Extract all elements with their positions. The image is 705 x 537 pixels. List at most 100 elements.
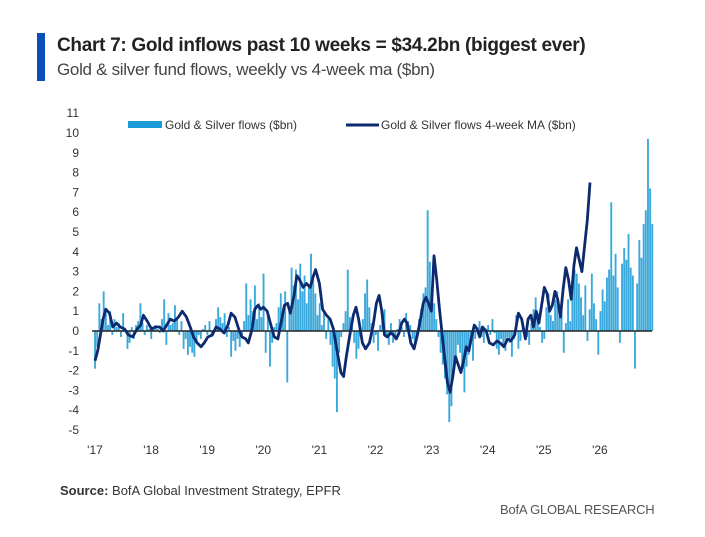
flow-bar xyxy=(143,331,146,335)
flow-bar xyxy=(122,313,125,331)
flow-bar xyxy=(599,311,602,331)
y-tick-label: -1 xyxy=(68,344,79,358)
flow-bar xyxy=(394,331,397,337)
bar-series xyxy=(94,138,654,423)
flow-bar xyxy=(158,331,161,333)
flow-bar xyxy=(636,283,639,331)
chart-subtitle: Gold & silver fund flows, weekly vs 4-we… xyxy=(57,60,435,79)
flow-bar xyxy=(472,331,474,361)
flow-bar xyxy=(623,247,626,331)
flow-bar xyxy=(310,253,312,331)
y-tick-label: 10 xyxy=(66,126,80,140)
flow-bar xyxy=(616,287,619,331)
flow-bar xyxy=(275,323,278,331)
flow-bar xyxy=(307,287,310,331)
flow-bar xyxy=(271,331,274,343)
flow-bar xyxy=(165,331,168,345)
x-tick-label: '21 xyxy=(312,443,328,457)
flow-bar xyxy=(539,327,541,331)
flow-bar xyxy=(288,307,291,331)
flow-bar xyxy=(571,279,574,331)
flow-bar xyxy=(191,331,194,353)
flow-bar xyxy=(182,331,185,349)
flow-bar xyxy=(176,317,179,331)
y-tick-label: -2 xyxy=(68,364,79,378)
flow-bar xyxy=(184,331,187,339)
flow-bar xyxy=(593,303,595,331)
flow-bar xyxy=(372,331,375,343)
flow-bar xyxy=(286,331,289,383)
flow-bar xyxy=(383,309,386,331)
flow-bar xyxy=(517,331,520,349)
flow-bar xyxy=(621,263,623,331)
flow-bar xyxy=(269,331,271,367)
flow-bar xyxy=(439,331,442,353)
flow-bar xyxy=(171,323,174,331)
flow-bar xyxy=(586,331,589,341)
brand-label: BofA GLOBAL RESEARCH xyxy=(500,502,655,517)
flow-bar xyxy=(387,331,390,345)
y-tick-label: 2 xyxy=(72,284,79,298)
flow-bar xyxy=(558,317,561,331)
flow-bar xyxy=(396,329,399,331)
flow-bar xyxy=(336,331,338,413)
flow-bar xyxy=(297,299,300,331)
flow-bar xyxy=(625,259,628,331)
flow-bar xyxy=(519,331,522,341)
flow-bar xyxy=(402,331,405,337)
flow-bar xyxy=(482,331,485,343)
flow-bar xyxy=(409,325,412,331)
flow-bar xyxy=(456,331,459,345)
flow-bar xyxy=(329,331,332,345)
flow-bar xyxy=(340,331,343,337)
ma-line-series xyxy=(93,182,592,394)
y-tick-label: 4 xyxy=(72,245,79,259)
flow-bar xyxy=(130,327,133,331)
flow-bar xyxy=(282,313,284,331)
flow-bar xyxy=(502,331,505,345)
flow-bar xyxy=(545,307,548,331)
flow-bar xyxy=(582,315,585,331)
flow-bar xyxy=(180,321,183,331)
flow-bar xyxy=(96,331,99,347)
flow-bar xyxy=(238,331,241,347)
flow-bar xyxy=(629,267,632,331)
flow-bar xyxy=(627,233,630,331)
x-tick-label: '20 xyxy=(255,443,271,457)
x-tick-label: '17 xyxy=(87,443,103,457)
flow-bar xyxy=(284,291,287,331)
flow-bar xyxy=(573,269,576,331)
flow-bar xyxy=(156,329,159,331)
x-tick-label: '19 xyxy=(199,443,215,457)
flow-bar xyxy=(647,138,649,331)
x-tick-label: '23 xyxy=(424,443,440,457)
flow-bar xyxy=(150,331,153,339)
flow-bar xyxy=(612,275,615,331)
flow-bar xyxy=(236,331,239,339)
flow-bar xyxy=(493,331,496,333)
flow-bar xyxy=(204,325,207,331)
flow-bar xyxy=(232,331,235,341)
flow-bar xyxy=(426,210,429,331)
flow-bar xyxy=(385,331,388,335)
y-tick-label: 7 xyxy=(72,185,79,199)
flow-bar xyxy=(318,303,321,331)
flow-bar xyxy=(506,331,509,337)
flow-bar xyxy=(355,331,358,359)
flow-bar xyxy=(195,331,198,343)
flow-bar xyxy=(208,321,211,331)
flow-bar xyxy=(608,269,611,331)
flow-bar xyxy=(631,275,634,331)
flow-bar xyxy=(638,239,641,331)
flow-bar xyxy=(424,287,427,331)
flow-bar xyxy=(461,331,464,369)
flow-bar xyxy=(215,319,217,331)
title-accent-bar xyxy=(37,33,45,81)
flow-bar xyxy=(575,273,578,331)
flow-bar xyxy=(487,325,490,331)
flow-bar xyxy=(595,319,598,331)
y-tick-label: 5 xyxy=(72,225,79,239)
y-tick-label: 8 xyxy=(72,166,79,180)
flow-bar xyxy=(433,303,436,331)
